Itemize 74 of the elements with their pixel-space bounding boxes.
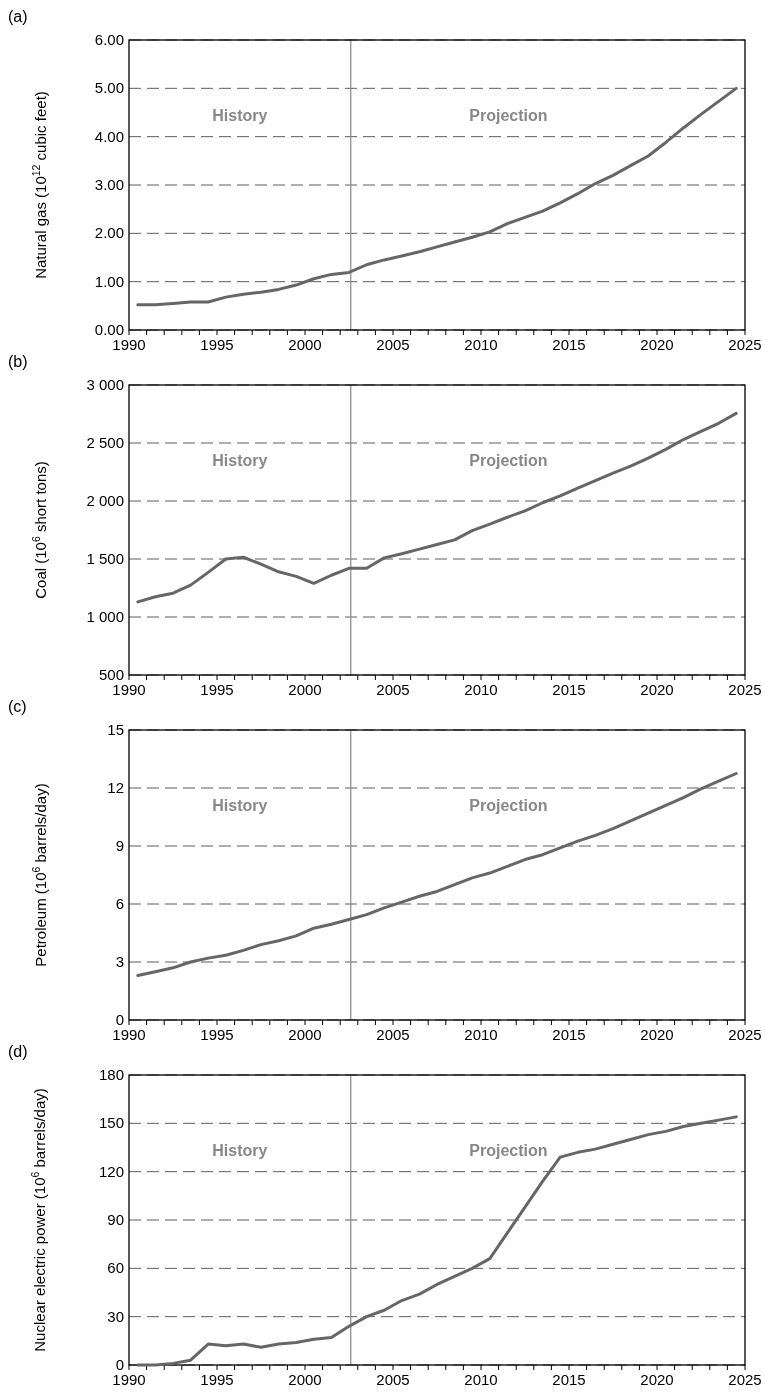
- x-tick-label: 1990: [112, 1371, 146, 1388]
- annotation: History: [212, 797, 268, 815]
- x-tick-label: 2010: [464, 1026, 498, 1043]
- y-tick-label: 150: [98, 1114, 124, 1132]
- chart-title: (b): [8, 353, 28, 370]
- annotation: Projection: [469, 797, 548, 815]
- x-tick-label: 2000: [288, 336, 322, 353]
- annotation: Projection: [469, 107, 548, 125]
- y-tick-label: 1.00: [94, 272, 124, 290]
- y-tick-label: 6: [115, 895, 124, 912]
- x-tick-label: 2005: [376, 336, 410, 353]
- annotation: Projection: [469, 452, 548, 470]
- y-tick-label: 1 000: [86, 608, 124, 625]
- y-tick-label: 2.00: [94, 224, 124, 242]
- x-tick-label: 2020: [640, 681, 674, 698]
- x-tick-label: 2015: [552, 336, 586, 353]
- y-tick-label: 9: [115, 837, 124, 854]
- y-tick-label: 5.00: [94, 79, 124, 97]
- line-series: [136, 86, 738, 307]
- annotation: History: [212, 1142, 268, 1160]
- y-tick-label: 2 500: [86, 434, 124, 451]
- y-tick-label: 0.00: [94, 321, 124, 338]
- x-tick-label: 2015: [552, 1371, 586, 1388]
- annotation: History: [212, 107, 268, 125]
- x-tick-label: 2020: [640, 336, 674, 353]
- y-tick-label: 15: [107, 721, 124, 738]
- y-tick-label: 3: [115, 953, 124, 970]
- y-tick-label: 180: [98, 1066, 124, 1083]
- annotation: History: [212, 452, 268, 470]
- x-tick-label: 2005: [376, 681, 410, 698]
- x-tick-label: 2025: [728, 1371, 762, 1388]
- x-tick-label: 2020: [640, 1026, 674, 1043]
- x-tick-label: 1990: [112, 336, 146, 353]
- y-tick-label: 1 500: [86, 550, 124, 567]
- x-tick-label: 1990: [112, 681, 146, 698]
- y-tick-label: 3.00: [94, 176, 124, 193]
- x-tick-label: 1990: [112, 1026, 146, 1043]
- y-tick-label: 120: [98, 1162, 124, 1180]
- y-tick-label: 0: [115, 1011, 124, 1028]
- y-tick-label: 4.00: [94, 127, 124, 145]
- x-tick-label: 2025: [728, 1026, 762, 1043]
- chart-title: (d): [8, 1043, 28, 1060]
- x-tick-label: 2000: [288, 1026, 322, 1043]
- x-tick-label: 1995: [200, 1026, 234, 1043]
- y-tick-label: 60: [107, 1259, 124, 1277]
- annotation: Projection: [469, 1142, 548, 1160]
- x-tick-label: 1995: [200, 1371, 234, 1388]
- y-tick-label: 12: [107, 779, 124, 796]
- x-tick-label: 2010: [464, 336, 498, 353]
- line-series: [136, 1115, 738, 1367]
- x-tick-label: 2015: [552, 681, 586, 698]
- x-tick-label: 2010: [464, 681, 498, 698]
- x-tick-label: 1995: [200, 681, 234, 698]
- chart-title: (a): [8, 8, 28, 25]
- y-tick-label: 90: [107, 1211, 124, 1228]
- line-series: [136, 772, 738, 978]
- line-series: [136, 411, 738, 604]
- y-tick-label: 30: [107, 1307, 124, 1325]
- x-tick-label: 2005: [376, 1371, 410, 1388]
- x-tick-label: 1995: [200, 336, 234, 353]
- y-tick-label: 0: [115, 1356, 124, 1373]
- x-tick-label: 2000: [288, 1371, 322, 1388]
- x-tick-label: 2005: [376, 1026, 410, 1043]
- y-tick-label: 6.00: [94, 31, 124, 48]
- y-tick-label: 3 000: [86, 376, 124, 393]
- x-tick-label: 2020: [640, 1371, 674, 1388]
- y-tick-label: 500: [98, 666, 124, 683]
- y-tick-label: 2 000: [86, 492, 124, 509]
- x-tick-label: 2000: [288, 681, 322, 698]
- x-tick-label: 2010: [464, 1371, 498, 1388]
- x-tick-label: 2025: [728, 336, 762, 353]
- x-tick-label: 2025: [728, 681, 762, 698]
- chart-title: (c): [8, 698, 27, 715]
- x-tick-label: 2015: [552, 1026, 586, 1043]
